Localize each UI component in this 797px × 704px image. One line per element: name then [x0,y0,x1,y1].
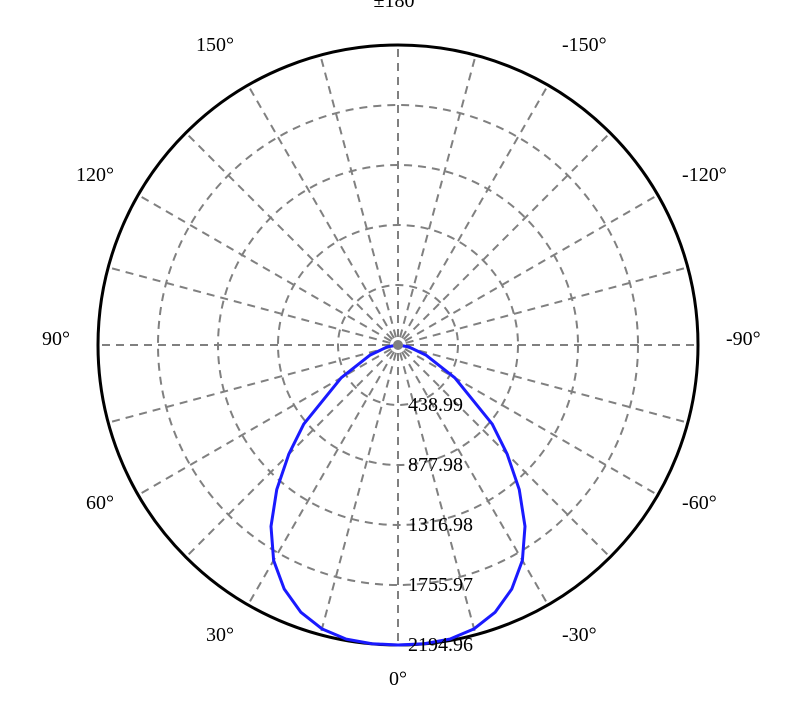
angle-label: -30° [562,624,597,646]
radial-labels: 438.99 877.98 1316.98 1755.97 2194.96 [408,394,473,656]
angle-label: -60° [682,492,717,514]
angle-label: 0° [389,668,407,690]
angle-label: -90° [726,328,761,350]
angle-label: 60° [86,492,114,514]
angle-label: 150° [196,34,234,56]
angle-label: -150° [562,34,607,56]
radial-tick-label: 1755.97 [408,574,473,596]
angle-label: 120° [76,164,114,186]
radial-tick-label: 877.98 [408,454,463,476]
center-dot [393,340,403,350]
radial-tick-label: 1316.98 [408,514,473,536]
angle-label: 30° [206,624,234,646]
polar-chart: 438.99 877.98 1316.98 1755.97 2194.96 0° 30° 6… [0,0,797,704]
radial-tick-label: 438.99 [408,394,463,416]
angle-label: -120° [682,164,727,186]
angle-label: 90° [42,328,70,350]
angle-label: ±180° [374,0,423,12]
radial-tick-label: 2194.96 [408,634,473,656]
